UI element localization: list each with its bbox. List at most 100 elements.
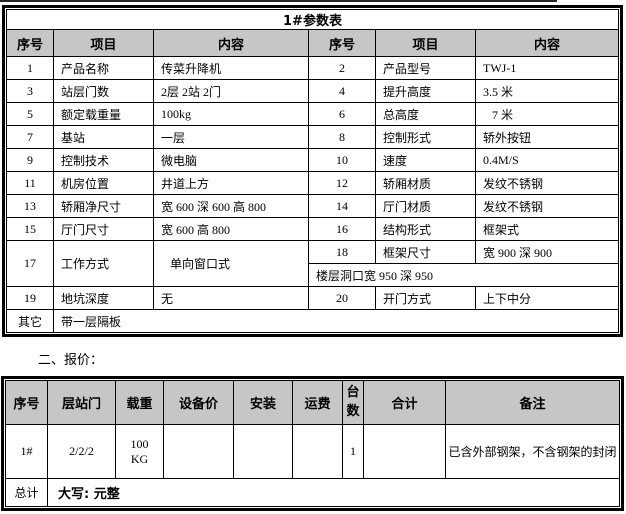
cell-value: 宽 600 深 600 高 800: [153, 194, 309, 218]
cell-value: 传菜升降机: [153, 56, 309, 80]
quotation-table: 序号 层站门 载重 设备价 安装 运费 台数 合计 备注 1# 2/2/2 10…: [5, 380, 620, 507]
header-shipping: 运费: [292, 380, 343, 425]
header-content-right: 内容: [475, 29, 619, 57]
quotation-data-row: 1# 2/2/2 100 KG 1 已含外部钢架，不含钢架的封闭: [5, 424, 620, 479]
table-row-17-18: 17 工作方式 单向窗口式 18 框架尺寸 宽 900 深 900: [6, 240, 619, 287]
header-stops: 层站门: [47, 380, 116, 425]
cell-value: 宽 900 深 900: [475, 240, 619, 264]
cell-value: 7 米: [475, 102, 619, 126]
cell-no: 14: [308, 194, 376, 218]
cell-item: 厅门材质: [375, 194, 476, 218]
header-no-left: 序号: [6, 29, 54, 57]
table-row-18-sub: 楼层洞口宽 950 深 950: [7, 263, 619, 287]
cell-total: [363, 424, 446, 479]
cell-item: 产品名称: [53, 56, 154, 80]
cell-value: 发纹不锈钢: [475, 194, 619, 218]
cell-no: 1: [6, 56, 54, 80]
cell-other-label: 其它: [6, 309, 54, 333]
cell-item: 控制技术: [53, 148, 154, 172]
cell-item: 速度: [375, 148, 476, 172]
cell-no: 7: [6, 125, 54, 149]
table-row: 15 厅门尺寸 宽 600 高 800 16 结构形式 框架式: [6, 217, 619, 241]
cell-item: 轿厢净尺寸: [53, 194, 154, 218]
cell-value: 发纹不锈钢: [475, 171, 619, 195]
header-no-right: 序号: [308, 29, 376, 57]
header-install: 安装: [233, 380, 293, 425]
cell-no: 5: [6, 102, 54, 126]
quotation-footer-row: 总计 大写: 元整: [5, 478, 620, 507]
cell-item: 机房位置: [53, 171, 154, 195]
cell-item: 额定载重量: [53, 102, 154, 126]
cell-install: [233, 424, 293, 479]
cell-value: 微电脑: [153, 148, 309, 172]
cell-no: 20: [308, 286, 376, 310]
cell-value: 2层 2站 2门: [153, 79, 309, 103]
cell-no: 9: [6, 148, 54, 172]
cell-item: 轿厢材质: [375, 171, 476, 195]
table2-header-row: 序号 层站门 载重 设备价 安装 运费 台数 合计 备注: [5, 380, 620, 425]
table1-title: 1#参数表: [6, 9, 619, 30]
cell-no: 15: [6, 217, 54, 241]
table-row: 11 机房位置 井道上方 12 轿厢材质 发纹不锈钢: [6, 171, 619, 195]
cell-item: 地坑深度: [53, 286, 154, 310]
cell-no: 6: [308, 102, 376, 126]
cell-no: 13: [6, 194, 54, 218]
cell-qty: 1: [342, 424, 364, 479]
load-line2: KG: [130, 451, 149, 466]
cell-other-value: 带一层隔板: [53, 309, 619, 333]
table-row: 19 地坑深度 无 20 开门方式 上下中分: [6, 286, 619, 310]
cell-stops: 2/2/2: [47, 424, 116, 479]
cell-no: 17: [6, 240, 54, 287]
parameter-table-wrapper: 1#参数表 序号 项目 内容 序号 项目 内容 1 产品名称 传菜升降机 2 产…: [2, 5, 623, 337]
table-row: 3 站层门数 2层 2站 2门 4 提升高度 3.5 米: [6, 79, 619, 103]
cell-equipment-price: [163, 424, 234, 479]
cell-value: 一层: [153, 125, 309, 149]
cell-value: 无: [153, 286, 309, 310]
cell-item: 产品型号: [375, 56, 476, 80]
header-total: 合计: [363, 380, 446, 425]
cell-floor-opening: 楼层洞口宽 950 深 950: [308, 263, 619, 287]
cell-item: 控制形式: [375, 125, 476, 149]
cell-item: 工作方式: [53, 240, 154, 287]
table-row: 13 轿厢净尺寸 宽 600 深 600 高 800 14 厅门材质 发纹不锈钢: [6, 194, 619, 218]
table1-header-row: 序号 项目 内容 序号 项目 内容: [6, 29, 619, 57]
cell-value: 单向窗口式: [153, 240, 309, 287]
cell-load: 100 KG: [115, 424, 164, 479]
header-remark: 备注: [445, 380, 620, 425]
header-qty: 台数: [342, 380, 364, 425]
cell-item: 基站: [53, 125, 154, 149]
cell-value: 轿外按钮: [475, 125, 619, 149]
header-equipment-price: 设备价: [163, 380, 234, 425]
cell-value: 0.4M/S: [475, 148, 619, 172]
header-item-right: 项目: [375, 29, 476, 57]
cell-no: 3: [6, 79, 54, 103]
cell-grand-total-value: 大写: 元整: [47, 478, 620, 507]
cell-value: 3.5 米: [475, 79, 619, 103]
cell-remark: 已含外部钢架，不含钢架的封闭: [445, 424, 620, 479]
cell-no: 4: [308, 79, 376, 103]
cell-no: 2: [308, 56, 376, 80]
table-title-row: 1#参数表: [6, 9, 619, 30]
table-row-other: 其它 带一层隔板: [6, 309, 619, 333]
header-item-left: 项目: [53, 29, 154, 57]
header-load: 载重: [115, 380, 164, 425]
cell-value: 井道上方: [153, 171, 309, 195]
table-row: 7 基站 一层 8 控制形式 轿外按钮: [6, 125, 619, 149]
cell-no: 12: [308, 171, 376, 195]
cell-item: 总高度: [375, 102, 476, 126]
cell-value: TWJ-1: [475, 56, 619, 80]
header-content-left: 内容: [153, 29, 309, 57]
load-line1: 100: [130, 436, 149, 451]
cell-item: 框架尺寸: [375, 240, 476, 264]
table-row: 9 控制技术 微电脑 10 速度 0.4M/S: [6, 148, 619, 172]
cell-shipping: [292, 424, 343, 479]
cell-value: 上下中分: [475, 286, 619, 310]
cell-no: 8: [308, 125, 376, 149]
cell-value: 宽 600 高 800: [153, 217, 309, 241]
cell-item: 厅门尺寸: [53, 217, 154, 241]
cell-no: 18: [308, 240, 376, 264]
cell-item: 结构形式: [375, 217, 476, 241]
cell-no: 19: [6, 286, 54, 310]
parameter-table: 1#参数表 序号 项目 内容 序号 项目 内容 1 产品名称 传菜升降机 2 产…: [6, 9, 619, 333]
top-edge-artifact-strip: [0, 0, 557, 2]
